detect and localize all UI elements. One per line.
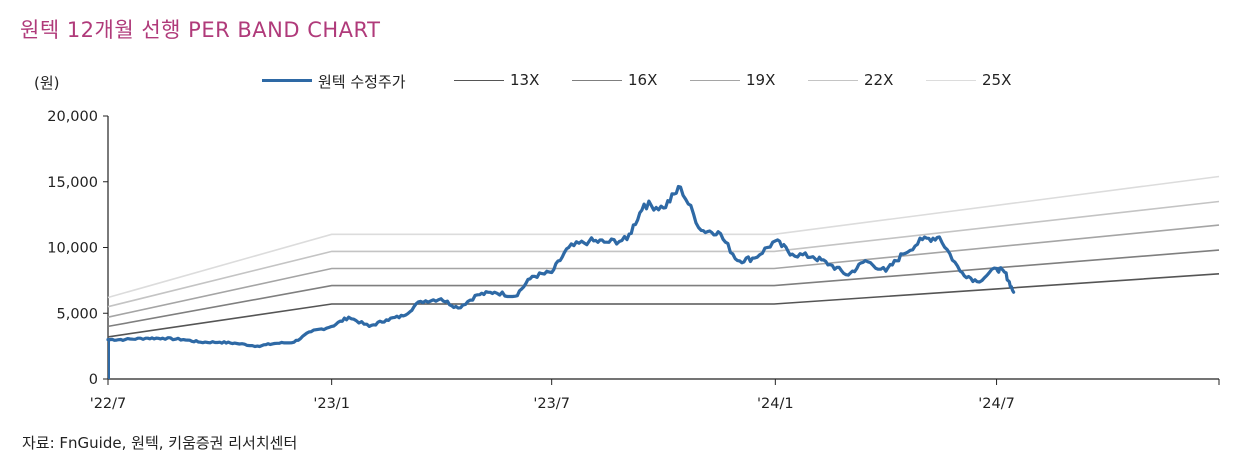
- x-tick-label: '22/7: [90, 396, 127, 412]
- legend-swatch: [808, 80, 858, 82]
- chart-title: 원텍 12개월 선행 PER BAND CHART: [20, 18, 381, 42]
- legend-label: 13X: [510, 71, 540, 89]
- band-line-13x: [107, 273, 1220, 338]
- legend-label: 원텍 수정주가: [318, 73, 406, 91]
- y-tick-label: 0: [89, 372, 98, 388]
- legend-swatch: [262, 79, 312, 83]
- x-tick-label: '23/1: [313, 396, 350, 412]
- y-tick-label: 10,000: [47, 241, 98, 257]
- legend-swatch: [690, 80, 740, 82]
- y-axis-unit-label: (원): [34, 74, 60, 92]
- band-line-22x: [107, 200, 1220, 308]
- legend-label: 22X: [864, 71, 894, 89]
- legend-label: 19X: [746, 71, 776, 89]
- y-tick-label: 15,000: [47, 175, 98, 191]
- x-tick-label: '24/7: [978, 396, 1015, 412]
- source-note: 자료: FnGuide, 원텍, 키움증권 리서치센터: [22, 434, 298, 452]
- band-line-16x: [107, 249, 1220, 328]
- legend-swatch: [572, 80, 622, 82]
- legend-swatch: [926, 80, 976, 82]
- legend-label: 25X: [982, 71, 1012, 89]
- price-line: [106, 184, 1016, 349]
- x-tick-label: '24/1: [757, 396, 794, 412]
- x-tick-label: '23/7: [533, 396, 570, 412]
- y-tick-label: 5,000: [56, 306, 98, 322]
- legend-label: 16X: [628, 71, 658, 89]
- y-tick-label: 20,000: [47, 109, 98, 125]
- band-line-25x: [107, 175, 1220, 299]
- legend-swatch: [454, 80, 504, 82]
